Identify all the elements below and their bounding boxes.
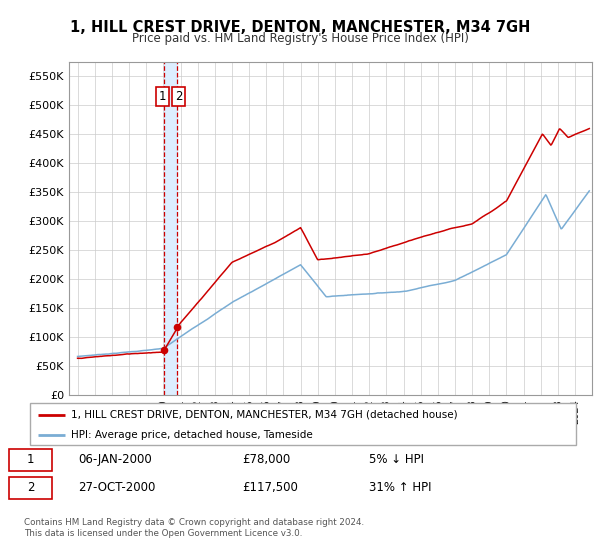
Text: HPI: Average price, detached house, Tameside: HPI: Average price, detached house, Tame…	[71, 430, 313, 440]
Text: 5% ↓ HPI: 5% ↓ HPI	[369, 453, 424, 466]
Text: 06-JAN-2000: 06-JAN-2000	[78, 453, 152, 466]
FancyBboxPatch shape	[9, 449, 52, 470]
Text: Price paid vs. HM Land Registry's House Price Index (HPI): Price paid vs. HM Land Registry's House …	[131, 32, 469, 45]
Text: £78,000: £78,000	[242, 453, 290, 466]
Text: 27-OCT-2000: 27-OCT-2000	[78, 481, 155, 494]
FancyBboxPatch shape	[9, 477, 52, 498]
Text: Contains HM Land Registry data © Crown copyright and database right 2024.: Contains HM Land Registry data © Crown c…	[24, 519, 364, 528]
Text: 1, HILL CREST DRIVE, DENTON, MANCHESTER, M34 7GH (detached house): 1, HILL CREST DRIVE, DENTON, MANCHESTER,…	[71, 410, 458, 420]
Text: 2: 2	[175, 90, 182, 103]
Text: 1: 1	[27, 453, 34, 466]
Text: 1, HILL CREST DRIVE, DENTON, MANCHESTER, M34 7GH: 1, HILL CREST DRIVE, DENTON, MANCHESTER,…	[70, 20, 530, 35]
Text: This data is licensed under the Open Government Licence v3.0.: This data is licensed under the Open Gov…	[24, 530, 302, 539]
Bar	[164, 62, 178, 395]
Text: 31% ↑ HPI: 31% ↑ HPI	[369, 481, 431, 494]
Text: £117,500: £117,500	[242, 481, 298, 494]
Text: 1: 1	[159, 90, 166, 103]
Text: 2: 2	[27, 481, 34, 494]
